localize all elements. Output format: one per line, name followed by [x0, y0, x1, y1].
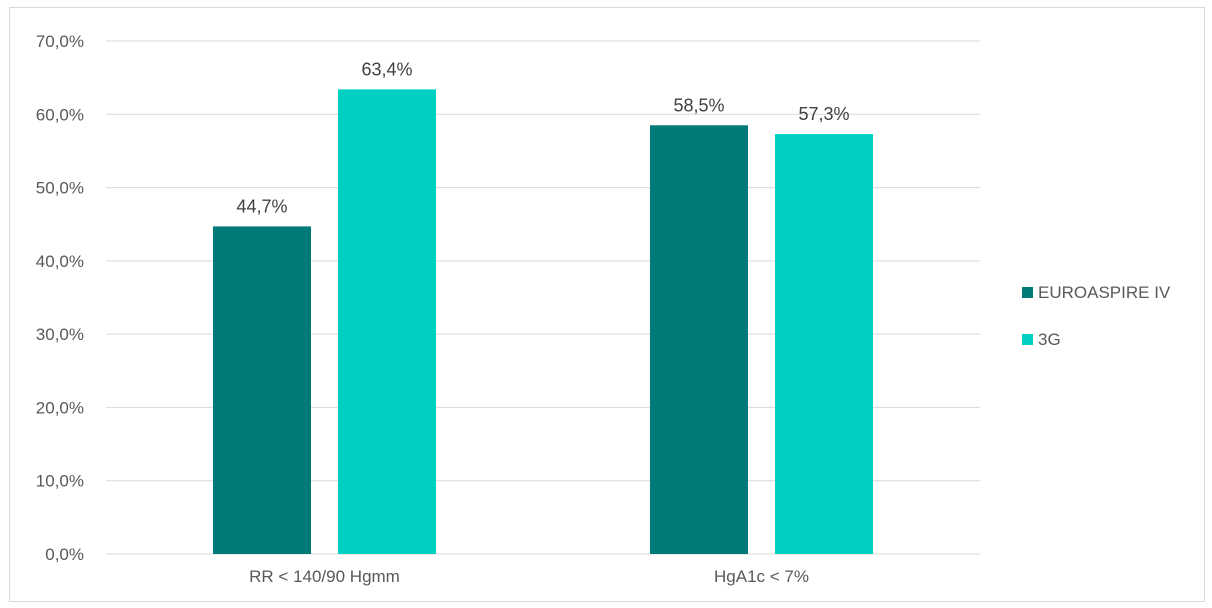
y-axis-ticks: 0,0% 10,0% 20,0% 30,0% 40,0% 50,0% 60,0% 70,0% [36, 32, 84, 564]
bar-3g-1 [338, 89, 436, 555]
y-tick-label: 20,0% [36, 398, 84, 417]
x-category-label: RR < 140/90 Hgmm [249, 567, 400, 586]
data-label: 58,5% [673, 95, 724, 115]
bar-euroaspire-iv-1 [213, 226, 311, 555]
legend-swatch [1022, 334, 1033, 345]
legend-swatch [1022, 287, 1033, 298]
y-tick-label: 30,0% [36, 325, 84, 344]
y-tick-label: 70,0% [36, 32, 84, 51]
y-tick-label: 40,0% [36, 252, 84, 271]
bar-3g-2 [775, 134, 873, 554]
y-tick-label: 10,0% [36, 472, 84, 491]
data-label: 63,4% [361, 59, 412, 79]
y-tick-label: 0,0% [45, 545, 84, 564]
legend-label: 3G [1038, 330, 1061, 349]
bar-euroaspire-iv-2 [650, 125, 748, 555]
y-tick-label: 50,0% [36, 179, 84, 198]
data-labels: 44,7% 63,4% 58,5% 57,3% [236, 59, 849, 216]
x-category-label: HgA1c < 7% [714, 567, 809, 586]
bars [213, 89, 873, 555]
chart-frame [9, 7, 1205, 602]
legend-label: EUROASPIRE IV [1038, 283, 1171, 302]
legend: EUROASPIRE IV 3G [1022, 283, 1171, 349]
data-label: 57,3% [798, 104, 849, 124]
y-tick-label: 60,0% [36, 105, 84, 124]
x-axis-categories: RR < 140/90 Hgmm HgA1c < 7% [249, 567, 809, 586]
data-label: 44,7% [236, 196, 287, 216]
